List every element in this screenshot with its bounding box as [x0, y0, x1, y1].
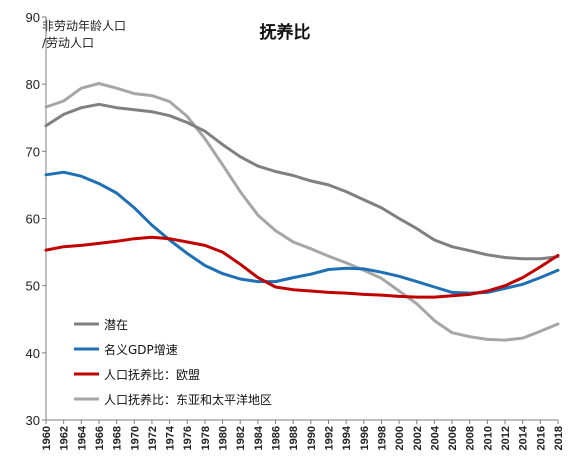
x-tick-label: 1984: [253, 425, 265, 450]
series-line-0: [44, 102, 560, 261]
y-tick-label: 30: [26, 413, 40, 428]
x-tick-label: 2014: [518, 425, 530, 450]
y-axis-label-line-1: 非劳动年龄人口: [42, 19, 126, 33]
x-tick-label: 1992: [323, 426, 335, 450]
legend-label-2: 人口抚养比：欧盟: [104, 367, 200, 382]
x-tick-label: 2000: [394, 426, 406, 450]
axes: 30 40 50 60 70 80 90 1960 1962 1964 1966 1968 1970 19…: [26, 10, 565, 450]
y-tick-label: 90: [26, 10, 40, 25]
y-tick-label: 80: [26, 77, 40, 92]
chart-title: 抚养比: [260, 22, 311, 43]
x-tick-label: 1988: [288, 426, 300, 450]
x-tick-label: 2008: [465, 426, 477, 450]
x-tick-label: 1968: [112, 426, 124, 450]
y-tick-label: 70: [26, 144, 40, 159]
x-tick-label: 1996: [359, 426, 371, 450]
legend-label-0: 潜在: [104, 318, 128, 332]
y-tick-label: 50: [26, 279, 40, 294]
x-tick-label: 1978: [200, 426, 212, 450]
x-tick-label: 1972: [147, 426, 159, 450]
x-tick-label: 1966: [94, 426, 106, 450]
legend-label-1: 名义GDP增速: [104, 342, 178, 357]
series-lines: [44, 82, 560, 342]
x-tick-label: 2010: [482, 426, 494, 450]
x-tick-label: 1974: [165, 425, 177, 450]
series-line-1: [44, 170, 560, 295]
x-tick-label: 1986: [271, 426, 283, 450]
y-tick-label: 40: [26, 346, 40, 361]
legend-label-3: 人口抚养比：东亚和太平洋地区: [104, 392, 272, 407]
x-tick-label: 1980: [218, 426, 230, 450]
x-tick-label: 2006: [447, 426, 459, 450]
x-tick-label: 1998: [376, 426, 388, 450]
y-tick-label: 60: [26, 212, 40, 227]
series-line-3: [44, 82, 560, 342]
x-tick-label: 2016: [535, 426, 547, 450]
x-tick-label: 1990: [306, 426, 318, 450]
x-tick-label: 1982: [235, 426, 247, 450]
x-tick-label: 1960: [41, 426, 53, 450]
x-tick-label: 2004: [429, 425, 441, 450]
series-line-2: [44, 235, 560, 299]
x-tick-label: 1994: [341, 425, 353, 450]
x-tick-label: 2002: [412, 426, 424, 450]
x-tick-label: 1962: [59, 426, 71, 450]
x-tick-label: 1970: [129, 426, 141, 450]
x-tick-label: 1976: [182, 426, 194, 450]
y-axis-label-line-2: /劳动人口: [42, 36, 94, 50]
x-tick-label: 1964: [76, 425, 88, 450]
x-tick-label: 2012: [500, 426, 512, 450]
x-tick-label: 2018: [553, 426, 565, 450]
